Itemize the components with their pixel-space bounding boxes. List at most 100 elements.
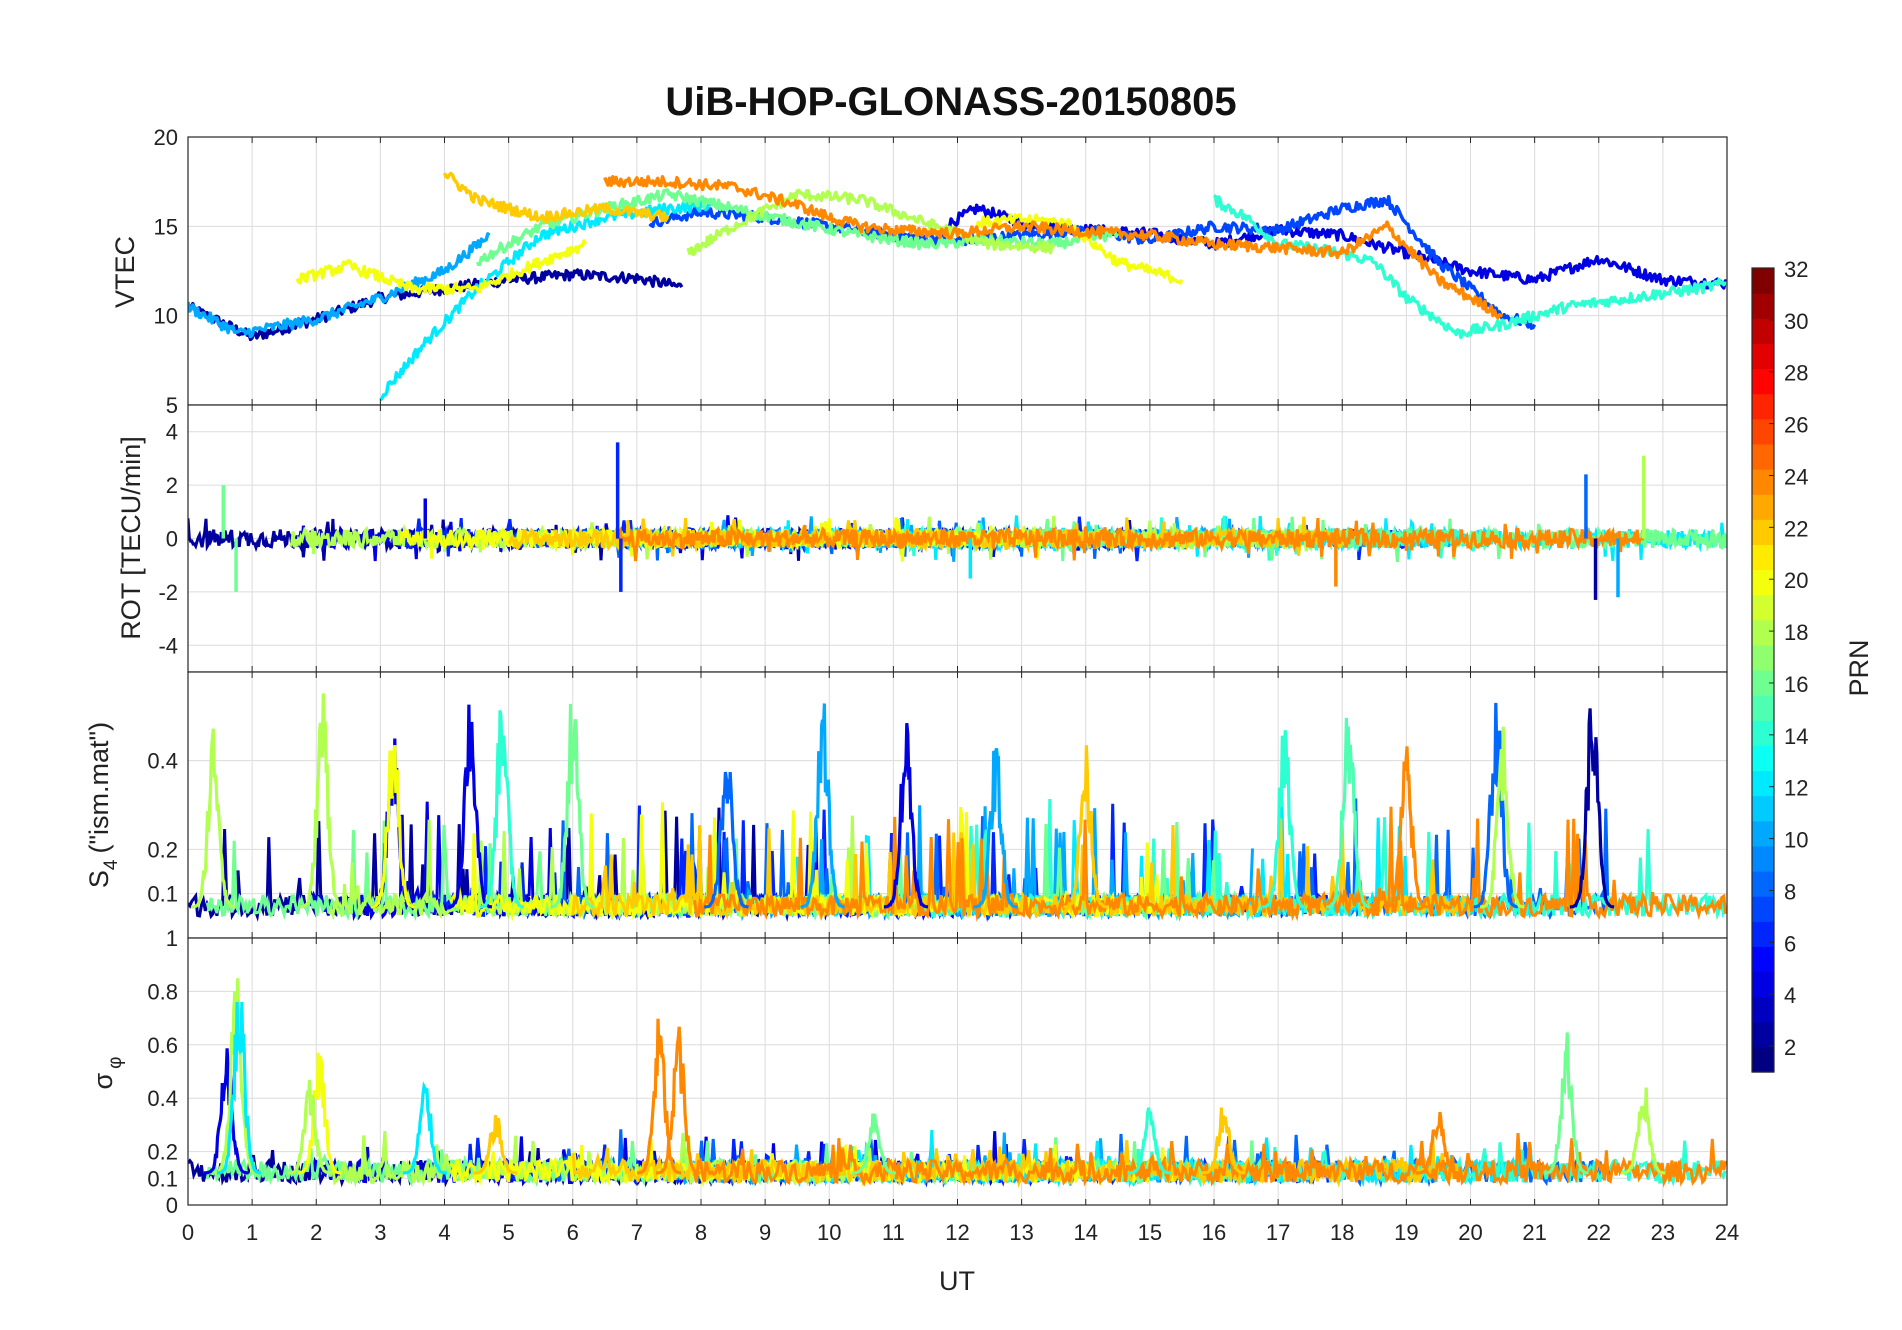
colorbar-segment [1752,293,1774,319]
s4-series-prn-24 [693,806,1727,922]
colorbar-segment [1752,569,1774,596]
vtec-series-prn-14 [1212,194,1727,340]
sigma-peak-prn-12 [216,1001,262,1175]
vtec-series-prn-10 [188,232,491,339]
vtec-ytick-label: 15 [154,214,178,239]
s4-label-main: S [84,870,114,888]
s4-data [188,693,1727,923]
rot-axis-label: ROT [TECU/min] [116,436,146,640]
s4-peak-prn-16 [550,703,595,909]
colorbar-segment [1752,896,1774,922]
sigma-axes-frame [187,937,1728,1206]
colorbar-segment [1752,519,1774,545]
s4-peak-prn-14 [479,710,524,909]
vtec-axis-label: VTEC [110,236,140,308]
rot-ytick-label: -2 [158,580,178,605]
colorbar-segment [1752,921,1774,947]
s4-label-sub: 4 [101,859,122,870]
sigma-peak-prn-16 [1544,1032,1589,1175]
colorbar-segment [1752,670,1774,696]
s4-peak-prn-14 [1262,730,1307,909]
s4-peak-prn-22 [1063,745,1108,909]
colorbar-segment [1752,820,1774,847]
sigma-peak-prn-22 [473,1115,518,1175]
sigma-peak-prn-14 [1127,1107,1172,1175]
rot-ytick-label: 2 [166,473,178,498]
colorbar-segment [1752,368,1774,395]
sigma-phi-axis-label: σφ [88,1057,126,1090]
vtec-panel: 5 10 15 20 [154,125,1728,418]
sigma-peak-prn-12 [402,1081,448,1175]
colorbar-segment [1752,1021,1774,1048]
x-tick-label: 21 [1522,1220,1546,1245]
x-tick-label: 4 [438,1220,450,1245]
colorbar-tick-label: 24 [1784,464,1808,489]
rot-panel: -4 -2 0 2 4 [158,404,1728,673]
x-axis-label: UT [939,1266,975,1296]
vtec-ytick-label: 5 [166,393,178,418]
sigma-peak-prn-18 [1621,1087,1666,1175]
colorbar-tick-label: 18 [1784,620,1808,645]
x-tick-label: 15 [1138,1220,1162,1245]
x-tick-label: 6 [567,1220,579,1245]
s4-ytick-label: 0.2 [147,837,178,862]
s4-peak-prn-4 [447,704,493,909]
s4-peak-prn-18 [191,728,236,909]
sigma-ytick-label: 0 [166,1193,178,1218]
sigma-ytick-label: 0.2 [147,1140,178,1165]
vtec-data [188,171,1727,402]
colorbar-tick-label: 16 [1784,672,1808,697]
x-tick-label: 3 [374,1220,386,1245]
colorbar-segment [1752,443,1774,470]
s4-axis-label: S4 ("ism.mat") [84,722,122,888]
colorbar-tick-label: 20 [1784,568,1808,593]
sigma-peak-prn-24 [1416,1111,1461,1175]
colorbar-segment [1752,318,1774,344]
colorbar-tick-label: 22 [1784,516,1808,541]
s4-peak-prn-8 [704,771,749,909]
colorbar-segment [1752,745,1774,772]
colorbar-segment [1752,494,1774,520]
rot-data [188,442,1727,600]
x-tick-label: 9 [759,1220,771,1245]
colorbar-segment [1752,644,1774,671]
colorbar-segment [1752,393,1774,420]
s4-peak-prn-18 [300,693,345,909]
s4-peak-prn-2 [1569,708,1615,909]
colorbar-frame [1751,267,1775,1073]
colorbar-segment [1752,418,1774,445]
sigma-peak-prn-22 [1201,1107,1246,1175]
colorbar-segment [1752,770,1774,797]
s4-peak-prn-4 [883,723,929,909]
colorbar-label: PRN [1844,639,1874,696]
sigma-peak-prn-24 [636,1018,682,1175]
chart-title: UiB-HOP-GLONASS-20150805 [665,80,1236,124]
colorbar-tick-label: 8 [1784,879,1796,904]
vtec-ytick-label: 20 [154,125,178,150]
s4-peak-prn-15 [1326,717,1371,909]
sigma-data [188,978,1727,1189]
s4-panel: 0.1 0.2 0.4 1 [147,671,1728,951]
colorbar-tick-label: 28 [1784,361,1808,386]
colorbar-segment [1752,971,1774,998]
colorbar-tick-label: 6 [1784,931,1796,956]
colorbar-tick-label: 2 [1784,1035,1796,1060]
x-tick-label: 16 [1202,1220,1226,1245]
x-tick-label: 22 [1587,1220,1611,1245]
rot-ytick-label: 0 [166,527,178,552]
x-tick-label: 20 [1458,1220,1482,1245]
x-tick-label: 17 [1266,1220,1290,1245]
colorbar-segment [1752,695,1774,721]
sigma-peak-prn-24 [656,1026,701,1175]
x-tick-label: 11 [882,1220,905,1245]
colorbar-tick-label: 14 [1784,724,1808,749]
colorbar-segment [1752,1046,1774,1073]
colorbar-tick-label: 26 [1784,413,1808,438]
colorbar-segment [1752,946,1774,973]
sigma-ytick-label: 0.4 [147,1086,178,1111]
colorbar-segment [1752,619,1774,646]
s4-ytick-label: 0.1 [147,882,178,907]
x-tick-label: 23 [1651,1220,1675,1245]
colorbar-tick-label: 4 [1784,983,1796,1008]
x-tick-label: 18 [1330,1220,1354,1245]
